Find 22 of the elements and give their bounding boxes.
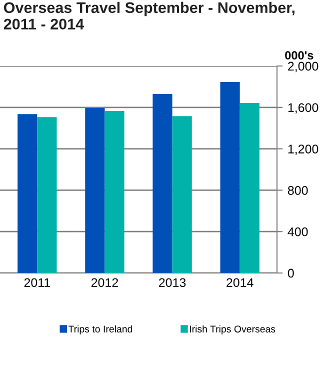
legend-label: Irish Trips Overseas [190, 325, 276, 334]
x-tick-label: 2014 [226, 278, 254, 288]
bar [85, 108, 105, 273]
bar [18, 114, 38, 273]
bar [240, 103, 260, 273]
bar [37, 117, 57, 273]
bar [220, 82, 240, 273]
y-tick-label: 800 [288, 186, 308, 195]
y-tick-label: 0 [288, 268, 294, 278]
y-tick-label: 1,600 [288, 103, 318, 114]
x-tick-label: 2011 [24, 278, 50, 288]
y-tick-label: 400 [288, 227, 308, 236]
y-tick-label: 1,200 [288, 144, 318, 155]
y-tick-label: 2,000 [288, 62, 318, 72]
y-axis-title: 000's [285, 51, 314, 60]
x-tick-label: 2012 [91, 278, 118, 288]
bar [104, 111, 124, 273]
chart-title: Overseas Travel September - November, 2011 - 2014 [4, 2, 294, 30]
x-tick-label: 2013 [159, 278, 186, 288]
bar [172, 116, 192, 273]
legend-label: Trips to Ireland [68, 325, 132, 334]
bar [152, 94, 172, 273]
